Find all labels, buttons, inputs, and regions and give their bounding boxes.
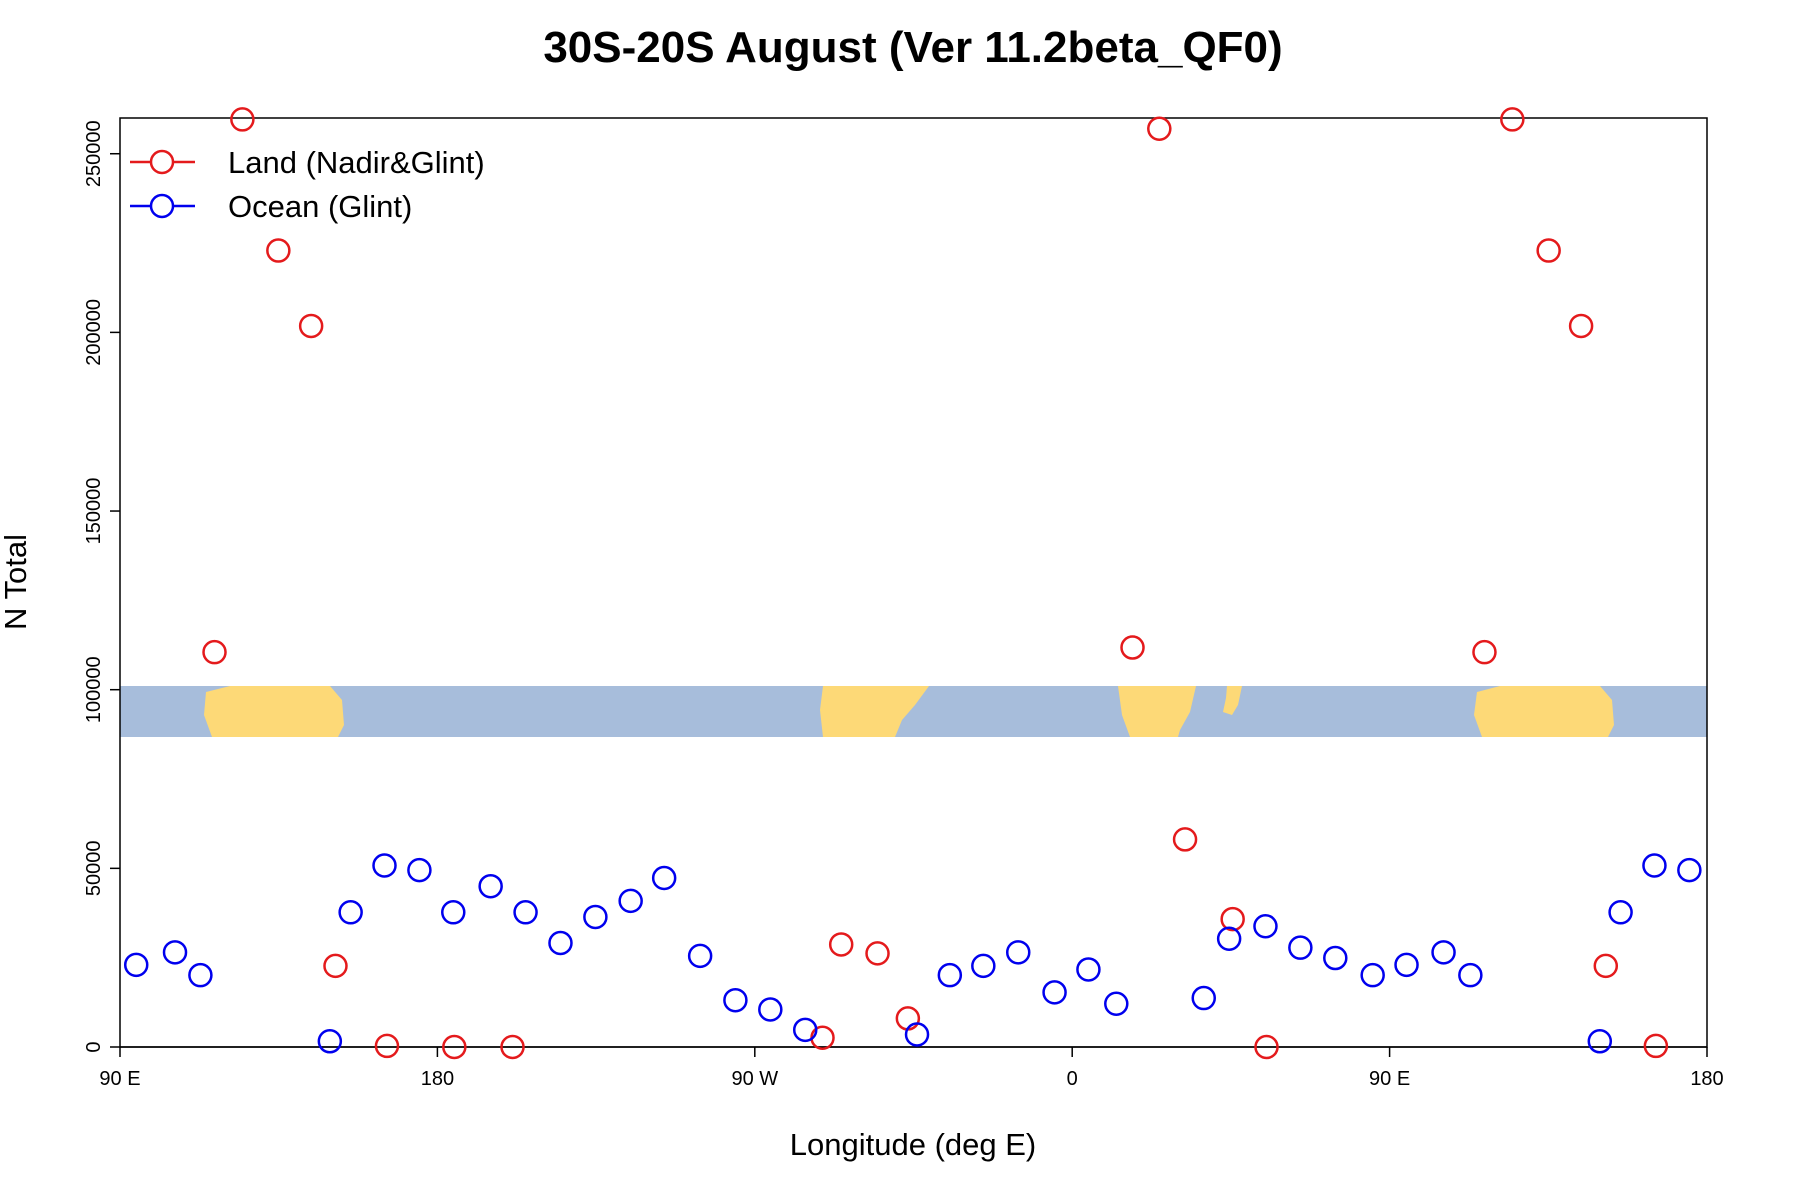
point (865, 941, 890, 966)
point (1288, 935, 1313, 960)
point (441, 900, 466, 925)
x-axis-label: Longitude (deg E) (790, 1127, 1036, 1162)
point (1431, 940, 1456, 965)
point (317, 1029, 343, 1054)
point (298, 313, 324, 339)
point (1568, 313, 1594, 339)
plot-frame (119, 117, 1708, 1048)
point (687, 943, 713, 969)
point (1042, 980, 1067, 1005)
x-tick-label: 90 E (99, 1068, 140, 1090)
point (1643, 1033, 1669, 1059)
x-tick-label: 180 (421, 1068, 454, 1090)
point (723, 987, 748, 1013)
point (895, 1006, 921, 1031)
y-axis-label: N Total (0, 534, 33, 630)
point (1172, 827, 1198, 852)
point (478, 873, 503, 899)
y-tick-label: 250000 (83, 120, 105, 187)
point (1642, 853, 1667, 878)
y-tick-label: 50000 (83, 841, 105, 897)
x-tick-label: 180 (1690, 1068, 1723, 1090)
point (500, 1034, 525, 1060)
point (651, 865, 677, 891)
point (937, 962, 963, 988)
point (323, 953, 348, 979)
point (1593, 953, 1619, 979)
point (442, 1034, 467, 1060)
point (1216, 926, 1242, 951)
point (1191, 985, 1216, 1011)
legend-label: Land (Nadir&Glint) (228, 145, 485, 180)
point (810, 1025, 835, 1050)
point (338, 900, 363, 925)
point (583, 904, 608, 930)
point (792, 1017, 818, 1043)
point (1220, 906, 1245, 932)
point (1005, 940, 1031, 965)
point (1587, 1029, 1613, 1054)
point (230, 107, 255, 132)
legend-marker (149, 193, 175, 219)
point (266, 238, 291, 263)
point (828, 932, 854, 957)
point (904, 1022, 930, 1047)
point (1500, 107, 1525, 132)
point (1360, 962, 1385, 988)
point (1458, 962, 1483, 988)
point (1076, 957, 1101, 982)
legend-marker (149, 149, 175, 175)
chart-title: 30S-20S August (Ver 11.2beta_QF0) (543, 23, 1282, 72)
point (1608, 900, 1633, 925)
point (374, 1033, 400, 1059)
point (618, 888, 643, 914)
point (188, 962, 213, 988)
point (407, 857, 432, 883)
x-tick-label: 90 E (1369, 1068, 1410, 1090)
point (1394, 952, 1419, 978)
point (1254, 1034, 1279, 1060)
point (1536, 238, 1561, 263)
point (971, 953, 996, 979)
point (372, 853, 397, 878)
point (1147, 116, 1172, 141)
point (1104, 991, 1129, 1017)
x-tick-label: 0 (1067, 1068, 1078, 1090)
point (123, 952, 149, 978)
y-tick-label: 200000 (83, 299, 105, 366)
point (1323, 945, 1348, 971)
point (202, 639, 227, 665)
point (758, 997, 783, 1022)
y-tick-label: 100000 (83, 656, 105, 723)
legend-label: Ocean (Glint) (228, 189, 412, 224)
point (548, 930, 573, 956)
map-strip (120, 686, 1707, 737)
point (1253, 913, 1278, 939)
y-tick-label: 0 (83, 1041, 105, 1052)
point (513, 900, 538, 925)
point (1677, 857, 1702, 883)
x-tick-label: 90 W (731, 1068, 778, 1090)
y-tick-label: 150000 (83, 478, 105, 545)
point (1120, 635, 1145, 660)
point (1472, 639, 1497, 665)
point (162, 940, 188, 965)
